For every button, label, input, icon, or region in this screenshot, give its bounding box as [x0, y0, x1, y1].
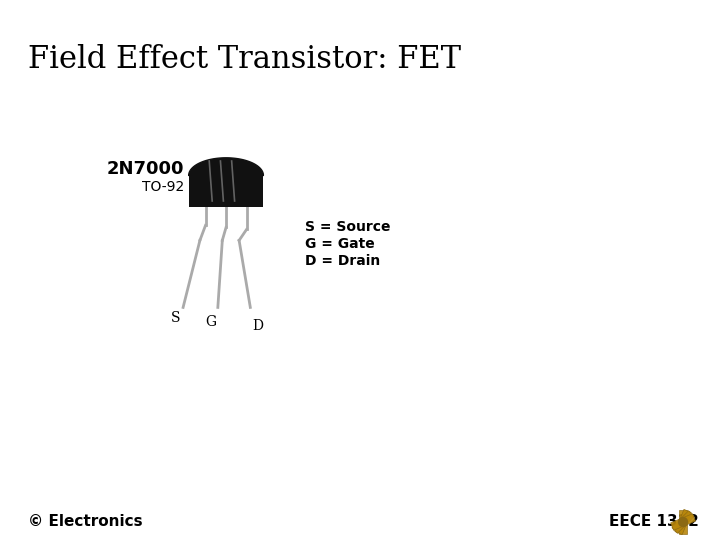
Text: S = Source: S = Source: [305, 220, 390, 234]
Bar: [675, 509, 691, 535]
Text: G: G: [206, 315, 217, 329]
Text: D: D: [252, 319, 264, 333]
Text: G = Gate: G = Gate: [305, 237, 374, 251]
Bar: [679, 510, 687, 534]
Text: D = Drain: D = Drain: [305, 254, 380, 268]
Text: EECE 1312: EECE 1312: [609, 515, 699, 530]
Text: TO-92: TO-92: [142, 180, 184, 194]
Text: © Electronics: © Electronics: [27, 515, 142, 530]
Text: S: S: [171, 312, 180, 326]
FancyBboxPatch shape: [189, 176, 264, 207]
Text: 2N7000: 2N7000: [107, 160, 184, 178]
Text: Field Effect Transistor: FET: Field Effect Transistor: FET: [27, 44, 461, 76]
Circle shape: [679, 517, 688, 526]
Polygon shape: [189, 158, 264, 176]
Bar: [670, 514, 696, 530]
Bar: [672, 511, 694, 534]
